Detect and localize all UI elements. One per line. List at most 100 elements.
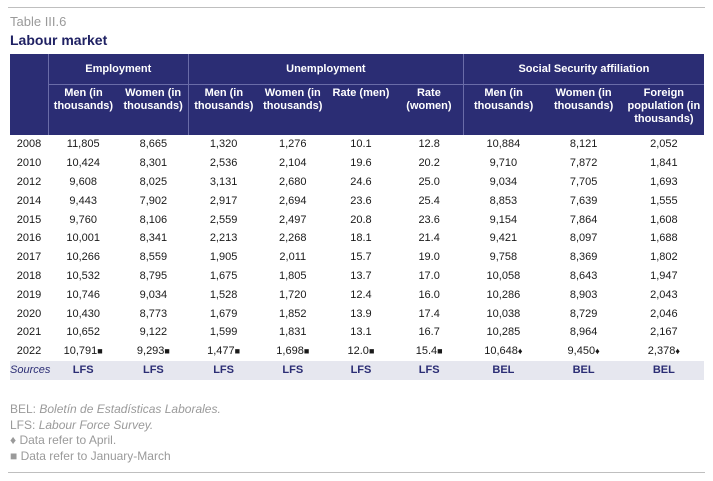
cell-value: 7,705 (569, 175, 598, 188)
value-cell: 1,693 (624, 173, 704, 192)
value-cell: 20.2 (395, 154, 463, 173)
year-cell: 2015 (16, 213, 42, 226)
value-cell: 18.1 (327, 229, 395, 248)
value-cell: 1,608 (624, 210, 704, 229)
table-row: 2020 10,430 8,773 1,679 1,852 13.9 17.4 10,038 8… (10, 304, 704, 323)
value-cell: 1,555 (624, 191, 704, 210)
cell-value: 1,276 (279, 138, 307, 151)
value-cell: 2,680 (259, 173, 327, 192)
value-cell: 7,872 (543, 154, 623, 173)
cell-value: 16.0 (418, 288, 440, 301)
value-cell: 8,369 (543, 248, 623, 267)
header-corner (10, 54, 49, 85)
value-cell: 19.6 (327, 154, 395, 173)
value-cell: 9,450♦ (543, 342, 623, 361)
col-rate-women: Rate (women) (395, 84, 464, 135)
cell-value: 7,639 (569, 194, 598, 207)
value-cell: 8,853 (463, 191, 543, 210)
value-cell: 23.6 (395, 210, 463, 229)
cell-value: 2,052 (650, 138, 678, 151)
cell-value: 8,097 (569, 232, 598, 245)
sources-row: Sources LFS LFS LFS LFS LFS LFS BEL BEL … (10, 360, 704, 380)
cell-value: 1,528 (209, 288, 238, 301)
note-lfs: LFS: Labour Force Survey. (10, 418, 221, 434)
cell-value: 1,693 (650, 175, 678, 188)
value-cell: 25.4 (395, 191, 463, 210)
table-row: 2014 9,443 7,902 2,917 2,694 23.6 25.4 8,853 7,6… (10, 191, 704, 210)
cell-value: 1,905 (209, 251, 238, 264)
value-cell: 9,034 (463, 173, 543, 192)
cell-value: 8,795 (139, 269, 168, 282)
cell-value: 8,964 (569, 326, 598, 339)
cell-value: 2,104 (279, 157, 307, 170)
cell-value: 17.4 (418, 307, 440, 320)
value-cell: 9,034 (118, 285, 188, 304)
cell-value: 8,341 (139, 232, 168, 245)
value-cell: 7,639 (543, 191, 623, 210)
value-cell: 10.1 (327, 135, 395, 154)
cell-value: 10,424 (66, 157, 101, 170)
cell-value: 1,320 (209, 138, 238, 151)
cell-value: 8,559 (139, 251, 168, 264)
value-cell: 10,285 (463, 323, 543, 342)
cell-value: 1,720 (279, 288, 307, 301)
year-cell: 2014 (16, 194, 42, 207)
value-cell: 1,276 (259, 135, 327, 154)
note-lfs-full: Labour Force Survey. (38, 417, 154, 432)
cell-value: 2,213 (209, 232, 238, 245)
value-cell: 2,268 (259, 229, 327, 248)
cell-value: 15.7 (350, 251, 372, 264)
value-cell: 9,443 (48, 191, 118, 210)
cell-value: 2,536 (209, 157, 238, 170)
cell-value: 10,058 (486, 269, 521, 282)
value-cell: 1,905 (188, 248, 258, 267)
cell-value: 25.0 (418, 175, 440, 188)
cell-value: 16.7 (418, 326, 440, 339)
cell-value: 1,831 (279, 326, 307, 339)
source-cell: BEL (463, 360, 544, 380)
note-lfs-abbr: LFS: (10, 417, 36, 432)
value-cell: 13.1 (327, 323, 395, 342)
sources-label: Sources (10, 360, 50, 380)
col-rate-men: Rate (men) (326, 84, 396, 135)
cell-value: 9,608 (69, 175, 97, 188)
cell-value: 8,106 (139, 213, 168, 226)
value-cell: 8,773 (118, 304, 188, 323)
value-cell: 2,378♦ (624, 342, 704, 361)
cell-value: 8,025 (139, 175, 168, 188)
cell-value: 10,532 (66, 269, 101, 282)
year-cell: 2008 (16, 138, 42, 151)
value-cell: 7,902 (118, 191, 188, 210)
labour-market-table: Employment Unemployment Social Security … (10, 54, 704, 380)
value-cell: 2,043 (624, 285, 704, 304)
year-cell: 2010 (16, 157, 42, 170)
cell-value: 8,301 (139, 157, 168, 170)
year-cell: 2018 (16, 269, 42, 282)
cell-value: 1,688 (650, 232, 678, 245)
bottom-rule (8, 472, 705, 473)
cell-value: 10,648 (484, 345, 518, 358)
value-cell: 1,720 (259, 285, 327, 304)
table-notes: BEL: Boletín de Estadísticas Laborales. … (10, 402, 221, 464)
value-cell: 10,648♦ (463, 342, 543, 361)
cell-value: 13.7 (350, 269, 372, 282)
cell-value: 8,643 (569, 269, 598, 282)
col-emp-men: Men (in thousands) (47, 84, 119, 135)
year-cell: 2016 (16, 232, 42, 245)
cell-value: 1,802 (650, 251, 678, 264)
value-cell: 10,746 (48, 285, 118, 304)
cell-value: 1,555 (650, 194, 678, 207)
footnote-marker: ■ (164, 346, 170, 357)
cell-value: 10,001 (66, 232, 101, 245)
table-row: 2010 10,424 8,301 2,536 2,104 19.6 20.2 9,710 7,… (10, 154, 704, 173)
value-cell: 7,705 (543, 173, 623, 192)
table-row: 2012 9,608 8,025 3,131 2,680 24.6 25.0 9,034 7,7… (10, 173, 704, 192)
value-cell: 1,802 (624, 248, 704, 267)
cell-value: 8,853 (489, 194, 518, 207)
value-cell: 2,011 (259, 248, 327, 267)
cell-value: 10,652 (66, 326, 101, 339)
year-cell: 2019 (16, 288, 42, 301)
cell-value: 12.0 (347, 345, 369, 358)
cell-value: 2,046 (650, 307, 678, 320)
table-row: 2022 10,791■ 9,293■ 1,477■ 1,698■ 12.0■ 15.4■ 1… (10, 342, 704, 361)
